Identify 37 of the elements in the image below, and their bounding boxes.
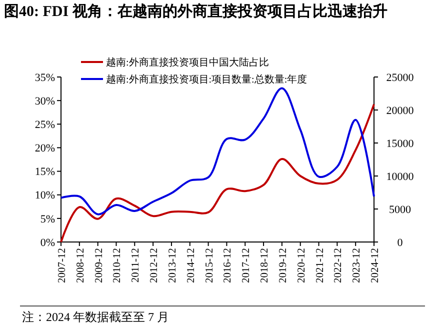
x-tick-label: 2011-12: [130, 248, 142, 283]
x-tick-label: 2016-12: [222, 248, 234, 283]
x-tick-label: 2007-12: [57, 248, 68, 283]
x-tick-label: 2021-12: [314, 248, 326, 283]
text: 注：2024 年数据截至至 7 月: [22, 309, 170, 325]
x-tick-label: 2019-12: [278, 248, 289, 283]
line-series: [60, 87, 375, 216]
y-tick-label: 20%: [34, 142, 55, 155]
y-tick-label: 10%: [34, 190, 55, 202]
y2-tick-label: 15000: [386, 138, 414, 150]
y-tick-label: 35%: [34, 72, 55, 84]
legend-label: 越南:外商直接投资项目中国大陆占比: [106, 56, 269, 68]
x-tick-label: 2014-12: [186, 248, 197, 283]
y-tick-label: 5%: [40, 213, 55, 226]
y-tick-label: 15%: [34, 166, 55, 178]
x-tick-label: 2022-12: [333, 248, 344, 283]
x-tick-label: 2018-12: [260, 248, 271, 283]
x-tick-label: 2010-12: [112, 248, 124, 283]
x-tick-label: 2024-12: [370, 248, 381, 283]
y-tick-label: 0%: [40, 236, 55, 249]
y2-tick-label: 10000: [386, 170, 414, 183]
x-tick-label: 2008-12: [75, 248, 86, 283]
y2-tick-label: 0: [397, 236, 404, 249]
legend-label: 越南:外商直接投资项目:项目数量:总数量:年度: [106, 74, 308, 86]
x-tick-label: 2017-12: [241, 248, 252, 283]
x-tick-label: 2015-12: [204, 248, 216, 283]
y2-tick-label: 25000: [386, 72, 414, 84]
y-tick-label: 25%: [34, 118, 55, 131]
x-tick-label: 2023-12: [352, 248, 363, 283]
y-tick-label: 30%: [34, 95, 55, 108]
y2-tick-label: 20000: [386, 104, 414, 117]
x-tick-label: 2012-12: [149, 248, 160, 283]
chart-title: 图40: FDI 视角：在越南的外商直接投资项目占比迅速抬升: [4, 2, 388, 22]
y2-tick-label: 5000: [389, 204, 412, 216]
x-tick-label: 2013-12: [167, 248, 178, 283]
x-tick-label: 2009-12: [94, 248, 105, 283]
x-tick-label: 2020-12: [296, 248, 308, 283]
